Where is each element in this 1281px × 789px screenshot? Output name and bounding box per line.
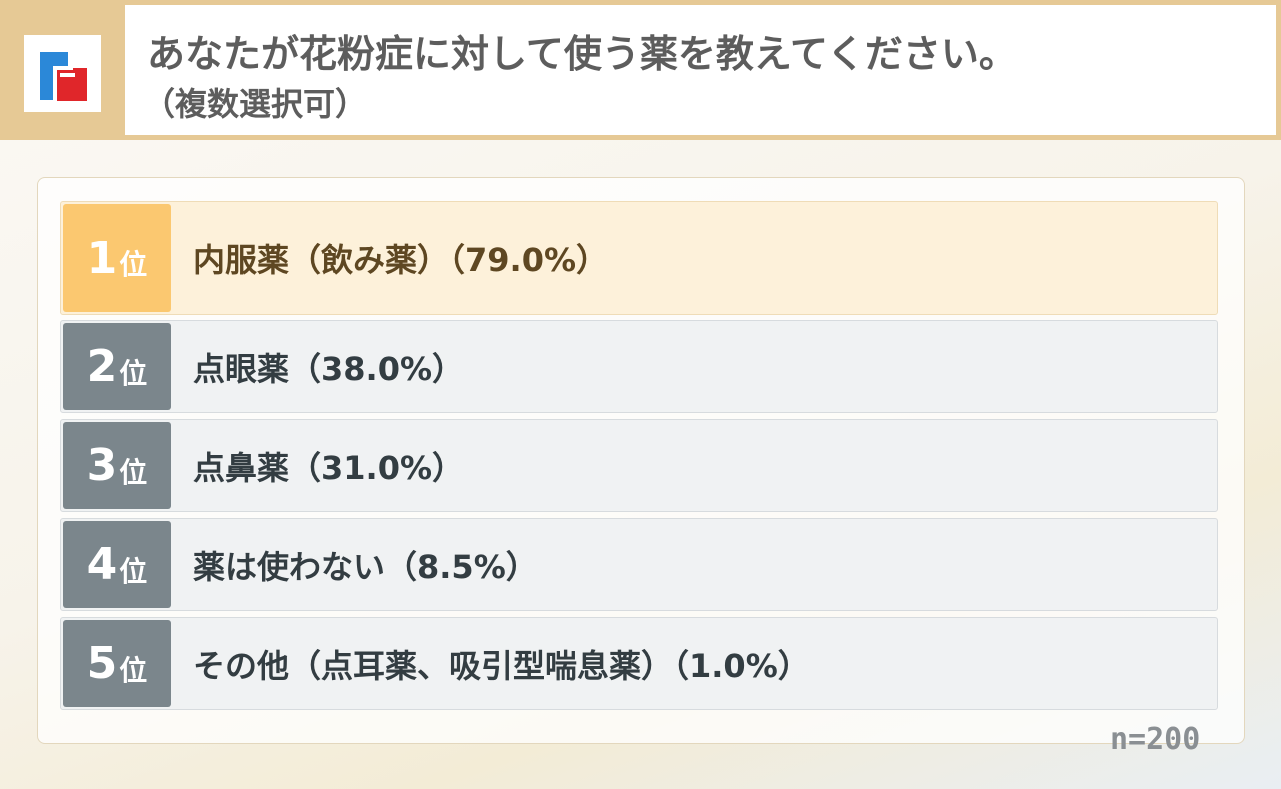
rank-number: 4: [86, 539, 118, 590]
rank-number: 3: [86, 440, 118, 491]
rank-unit: 位: [119, 455, 148, 489]
question-title: あなたが花粉症に対して使う薬を教えてください。 （複数選択可）: [125, 5, 1276, 135]
rank-label: その他（点耳薬、吸引型喘息薬）（1.0%）: [193, 646, 810, 685]
rank-label: 薬は使わない（8.5%）: [193, 547, 538, 586]
rank-unit: 位: [119, 554, 148, 588]
rank-unit: 位: [119, 356, 148, 390]
sample-size: n=200: [1110, 722, 1201, 757]
rank-number: 1: [86, 232, 118, 284]
ranking-row: 4 位薬は使わない（8.5%）: [60, 518, 1218, 611]
subtitle-text: （複数選択可）: [143, 85, 368, 123]
ranking-row: 2 位点眼薬（38.0%）: [60, 320, 1218, 413]
rank-label: 内服薬（飲み薬）（79.0%）: [193, 241, 609, 279]
rank-unit: 位: [119, 653, 148, 687]
ranking-row: 5 位その他（点耳薬、吸引型喘息薬）（1.0%）: [60, 617, 1218, 710]
ranking-row: 1 位内服薬（飲み薬）（79.0%）: [60, 201, 1218, 315]
rank-number: 2: [86, 341, 118, 392]
logo: [24, 35, 101, 112]
title-text: あなたが花粉症に対して使う薬を教えてください。: [147, 32, 1017, 76]
rank-label: 点眼薬（38.0%）: [193, 349, 465, 388]
rank-label: 点鼻薬（31.0%）: [193, 448, 465, 487]
ranking-row: 3 位点鼻薬（31.0%）: [60, 419, 1218, 512]
rank-number: 5: [86, 638, 118, 689]
rank-unit: 位: [119, 248, 148, 281]
logo-icon: [40, 52, 87, 101]
